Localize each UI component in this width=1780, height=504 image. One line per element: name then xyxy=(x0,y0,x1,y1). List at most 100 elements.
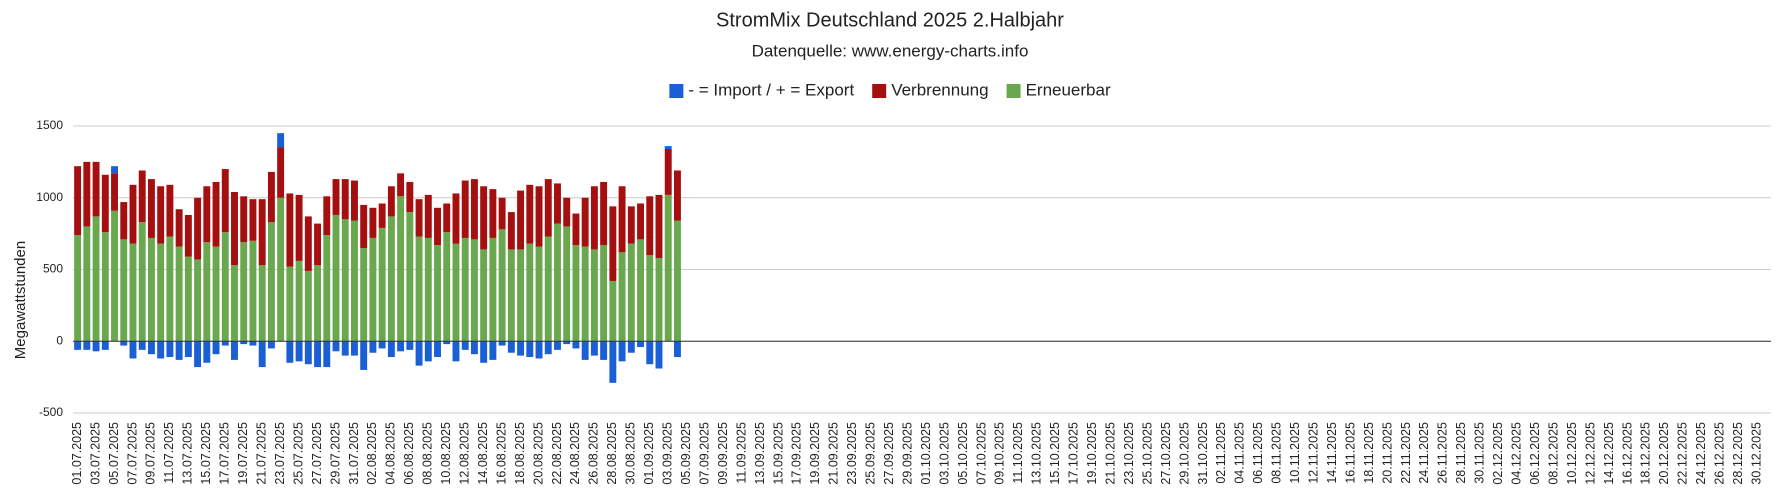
bar-segment xyxy=(646,341,654,365)
bar-segment xyxy=(314,341,322,368)
x-tick-label: 25.10.2025 xyxy=(1140,422,1154,485)
x-tick-label: 30.11.2025 xyxy=(1473,422,1487,484)
bar-segment xyxy=(231,265,238,342)
bar-segment xyxy=(83,226,91,342)
x-tick-label: 26.11.2025 xyxy=(1436,422,1450,484)
bar-segment xyxy=(664,146,672,149)
bar-segment xyxy=(111,173,118,211)
bar-segment xyxy=(406,212,414,342)
bar-segment xyxy=(470,341,478,355)
x-tick-label: 03.10.2025 xyxy=(937,422,951,485)
x-tick-label: 05.07.2025 xyxy=(107,422,121,485)
bar-segment xyxy=(341,179,349,220)
x-tick-label: 27.10.2025 xyxy=(1159,422,1173,485)
bar-segment xyxy=(221,341,229,346)
bar-segment xyxy=(664,194,672,342)
x-tick-label: 07.09.2025 xyxy=(697,422,711,485)
x-tick-label: 23.07.2025 xyxy=(273,422,287,485)
bar-segment xyxy=(147,179,155,238)
bar-segment xyxy=(304,216,312,271)
bar-segment xyxy=(590,341,598,356)
bar-segment xyxy=(295,260,303,342)
x-tick-label: 23.10.2025 xyxy=(1122,422,1136,485)
bar-segment xyxy=(360,204,368,248)
bar-segment xyxy=(83,341,91,350)
bar-segment xyxy=(387,186,395,217)
bar-segment xyxy=(240,242,248,342)
bar-segment xyxy=(323,235,331,342)
x-tick-label: 12.11.2025 xyxy=(1306,422,1320,484)
bar-segment xyxy=(646,255,654,342)
bar-segment xyxy=(572,341,580,349)
bar-segment xyxy=(111,166,118,174)
bar-segment xyxy=(157,186,165,244)
x-tick-label: 15.10.2025 xyxy=(1048,422,1062,485)
bar-segment xyxy=(277,197,285,342)
bar-segment xyxy=(351,341,358,356)
bar-segment xyxy=(203,242,211,342)
y-tick-label: -500 xyxy=(39,405,63,419)
bar-segment xyxy=(572,245,580,342)
x-tick-label: 13.10.2025 xyxy=(1030,422,1044,485)
bar-segment xyxy=(507,249,515,342)
x-tick-label: 12.12.2025 xyxy=(1583,422,1597,485)
x-tick-label: 29.10.2025 xyxy=(1177,422,1191,485)
bar-segment xyxy=(609,341,617,383)
x-tick-label: 17.09.2025 xyxy=(790,422,804,485)
bar-segment xyxy=(507,341,515,353)
bar-segment xyxy=(231,192,238,266)
x-tick-label: 08.12.2025 xyxy=(1546,422,1560,485)
bar-segment xyxy=(147,237,155,342)
bar-segment xyxy=(443,203,451,233)
bar-segment xyxy=(434,207,441,246)
bar-segment xyxy=(369,237,377,342)
bar-segment xyxy=(212,246,220,342)
y-tick-label: 1000 xyxy=(36,190,63,204)
x-tick-label: 16.11.2025 xyxy=(1343,422,1357,484)
bar-segment xyxy=(563,226,571,342)
bar-segment xyxy=(443,232,451,342)
x-tick-label: 01.09.2025 xyxy=(642,422,656,485)
x-tick-label: 20.11.2025 xyxy=(1380,422,1394,484)
bar-segment xyxy=(544,236,552,342)
x-tick-label: 09.07.2025 xyxy=(144,422,158,485)
bar-segment xyxy=(203,186,211,243)
x-tick-label: 28.08.2025 xyxy=(605,422,619,485)
bar-segment xyxy=(470,179,478,240)
x-tick-label: 20.12.2025 xyxy=(1657,422,1671,485)
y-tick-label: 500 xyxy=(43,262,63,276)
legend-swatch xyxy=(872,84,887,98)
bar-segment xyxy=(572,213,580,246)
bar-segment xyxy=(304,341,312,365)
bar-segment xyxy=(323,196,331,236)
x-tick-label: 15.09.2025 xyxy=(771,422,785,485)
bar-segment xyxy=(600,341,608,360)
bar-segment xyxy=(609,280,617,342)
bar-segment xyxy=(351,180,358,221)
bar-segment xyxy=(627,341,635,353)
bar-segment xyxy=(517,341,525,356)
x-tick-label: 17.07.2025 xyxy=(218,422,232,485)
bar-segment xyxy=(267,171,275,223)
x-tick-label: 18.11.2025 xyxy=(1362,422,1376,484)
bar-segment xyxy=(535,186,543,247)
bar-segment xyxy=(452,243,460,342)
x-tick-label: 04.08.2025 xyxy=(384,422,398,485)
bar-segment xyxy=(166,236,174,342)
bar-segment xyxy=(397,196,405,342)
bar-segment xyxy=(434,341,441,358)
x-tick-label: 06.08.2025 xyxy=(402,422,416,485)
bar-segment xyxy=(332,214,340,342)
bar-segment xyxy=(175,209,183,247)
x-tick-label: 21.09.2025 xyxy=(827,422,841,485)
bar-segment xyxy=(489,189,497,238)
x-tick-label: 16.08.2025 xyxy=(494,422,508,485)
bar-segment xyxy=(406,341,414,350)
x-tick-label: 06.12.2025 xyxy=(1528,422,1542,485)
x-tick-label: 08.11.2025 xyxy=(1270,422,1284,484)
bar-segment xyxy=(655,258,663,342)
bar-segment xyxy=(314,223,322,266)
x-tick-label: 07.10.2025 xyxy=(974,422,988,485)
x-tick-label: 16.12.2025 xyxy=(1620,422,1634,485)
bar-segment xyxy=(637,239,644,342)
